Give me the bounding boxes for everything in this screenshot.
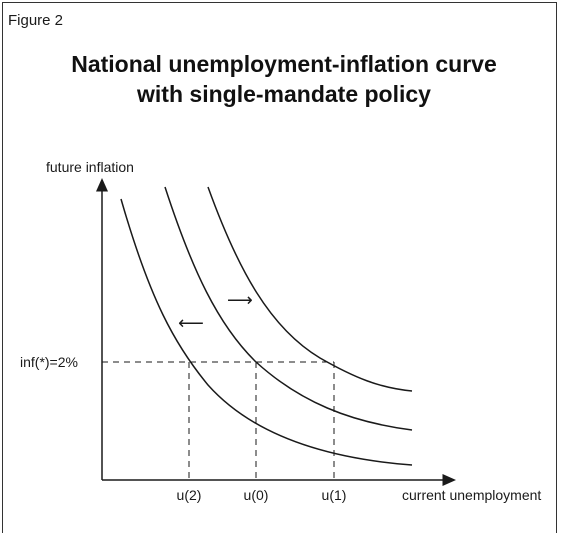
marker-u0: u(0) [244,487,269,503]
curve-left [120,198,413,466]
figure-title-line-1: National unemployment-inflation curve [71,51,497,77]
y-axis-label: future inflation [46,159,134,175]
reference-label: inf(*)=2% [20,354,78,370]
marker-u2: u(2) [177,487,202,503]
marker-u1: u(1) [322,487,347,503]
curve-middle [164,186,413,431]
curve-right [207,186,413,392]
figure-label: Figure 2 [8,12,64,29]
shift-left-arrow: ⟵ [178,313,204,333]
x-axis-label: current unemployment [402,487,541,503]
figure-frame [2,2,557,533]
figure-title-line-2: with single-mandate policy [137,81,431,107]
shift-right-arrow: ⟶ [227,290,253,310]
